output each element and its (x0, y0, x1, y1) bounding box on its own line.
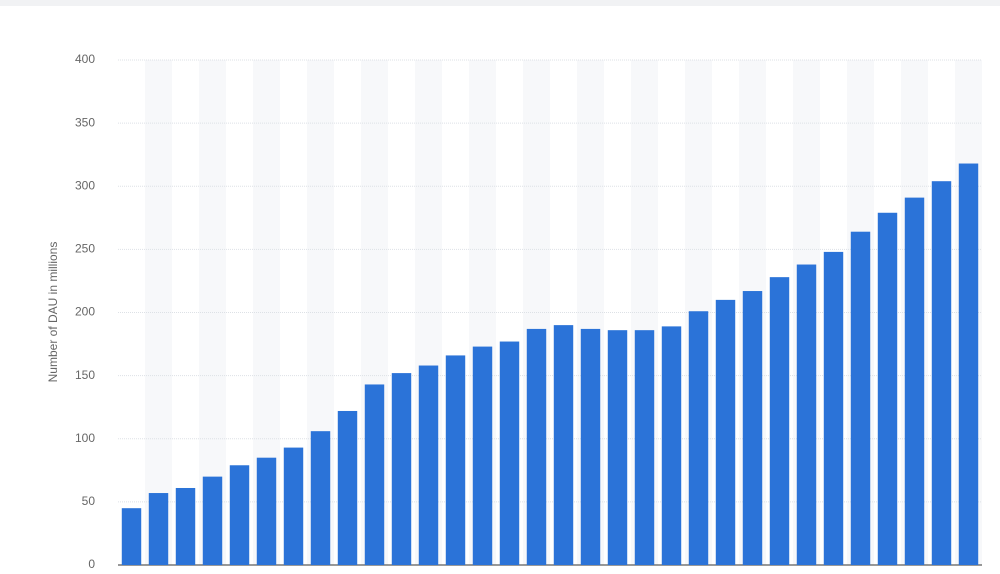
bar (634, 330, 655, 565)
bar (337, 410, 358, 565)
bar (526, 328, 547, 565)
y-tick-label: 200 (75, 305, 95, 319)
bar (823, 251, 844, 565)
bar (121, 508, 142, 565)
bar (904, 197, 925, 566)
y-tick-label: 0 (88, 557, 95, 571)
bar (445, 355, 466, 565)
bar (418, 365, 439, 565)
bar (688, 311, 709, 565)
bar (580, 328, 601, 565)
y-tick-label: 350 (75, 115, 95, 129)
bar (229, 465, 250, 565)
bar (742, 291, 763, 565)
bar (472, 346, 493, 565)
bar (769, 277, 790, 565)
bar (175, 487, 196, 565)
bar (256, 457, 277, 565)
bar (715, 299, 736, 565)
bar (877, 212, 898, 565)
y-axis-label: Number of DAU in millions (46, 242, 60, 383)
bar (553, 325, 574, 565)
bar (202, 476, 223, 565)
bar (661, 326, 682, 565)
bar (499, 341, 520, 565)
bar (364, 384, 385, 565)
bar (607, 330, 628, 565)
bar (310, 431, 331, 565)
bar (391, 373, 412, 565)
bar (283, 447, 304, 565)
bar (796, 264, 817, 565)
y-tick-label: 400 (75, 52, 95, 66)
y-tick-label: 250 (75, 242, 95, 256)
y-tick-label: 300 (75, 178, 95, 192)
bar (148, 493, 169, 565)
y-tick-label: 50 (82, 494, 96, 508)
bar (850, 231, 871, 565)
y-tick-label: 100 (75, 431, 95, 445)
y-tick-label: 150 (75, 368, 95, 382)
bar (958, 163, 979, 565)
bar (931, 181, 952, 565)
top-strip (0, 0, 1000, 6)
